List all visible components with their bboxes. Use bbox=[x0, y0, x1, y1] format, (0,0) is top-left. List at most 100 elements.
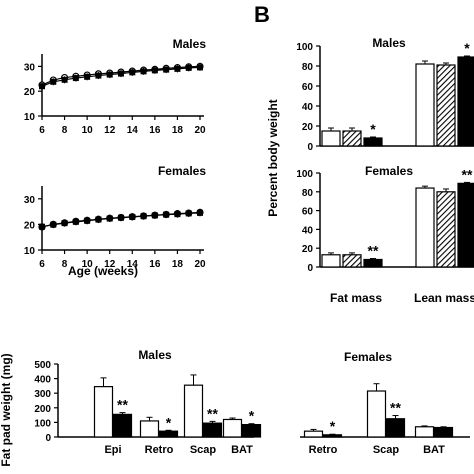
y-tick-label: 40 bbox=[302, 225, 314, 236]
y-tick-label: 20 bbox=[302, 122, 314, 133]
bar bbox=[322, 434, 343, 438]
y-tick-label: 30 bbox=[24, 62, 36, 73]
category-label: Scap bbox=[373, 444, 400, 456]
chart-title: Females bbox=[344, 350, 392, 364]
y-tick-label: 500 bbox=[34, 360, 51, 371]
growth-chart-males: 10 20 30 6 8 10 12 14 16 18 20 Males bbox=[24, 37, 206, 136]
bar bbox=[222, 418, 243, 438]
y-tick-label: 400 bbox=[34, 375, 51, 386]
y-tick-label: 10 bbox=[24, 246, 36, 257]
data-point bbox=[174, 65, 181, 72]
y-tick-label: 0 bbox=[307, 142, 313, 153]
significance-marker: * bbox=[464, 40, 470, 56]
significance-marker: * bbox=[330, 418, 336, 434]
x-tick-label: 14 bbox=[127, 125, 139, 136]
data-point bbox=[72, 218, 79, 225]
data-point bbox=[140, 213, 147, 220]
chart-title: Males bbox=[372, 36, 406, 50]
x-tick-label: 6 bbox=[39, 259, 45, 270]
data-point bbox=[140, 68, 147, 75]
data-point bbox=[185, 64, 192, 71]
y-tick-label: 60 bbox=[302, 82, 314, 93]
y-tick-label: 40 bbox=[302, 102, 314, 113]
bar bbox=[202, 422, 223, 438]
data-point bbox=[118, 214, 124, 221]
x-tick-label: 18 bbox=[172, 125, 184, 136]
y-tick-label: 10 bbox=[24, 112, 36, 123]
y-tick-label: 100 bbox=[34, 418, 51, 429]
bar bbox=[342, 130, 362, 147]
significance-marker: * bbox=[166, 414, 172, 430]
bar bbox=[366, 390, 387, 438]
x-tick-label: 8 bbox=[62, 259, 68, 270]
bar bbox=[139, 420, 160, 438]
significance-marker: ** bbox=[368, 243, 379, 259]
data-point bbox=[151, 67, 158, 74]
bar bbox=[415, 63, 435, 147]
data-point bbox=[197, 64, 203, 71]
data-point bbox=[72, 75, 79, 82]
category-label: Retro bbox=[145, 444, 174, 456]
significance-marker: ** bbox=[462, 166, 473, 182]
data-point bbox=[84, 73, 91, 80]
bar bbox=[433, 426, 454, 438]
significance-marker: * bbox=[249, 408, 255, 424]
significance-marker: ** bbox=[390, 400, 401, 416]
data-point bbox=[39, 83, 45, 90]
y-tick-label: 80 bbox=[302, 62, 314, 73]
data-point bbox=[61, 76, 68, 83]
bar bbox=[158, 430, 179, 438]
bar bbox=[342, 254, 362, 268]
significance-marker: ** bbox=[117, 397, 128, 413]
x-tick-label: 12 bbox=[104, 125, 116, 136]
data-point bbox=[129, 213, 136, 220]
composition-chart-females: 0 20 40 60 80 100 Females ** ** Percent body weig… bbox=[266, 99, 474, 305]
bar bbox=[457, 56, 474, 147]
x-tick-label: 20 bbox=[194, 259, 206, 270]
category-label: Fat mass bbox=[330, 291, 382, 305]
y-tick-label: 100 bbox=[296, 169, 313, 180]
category-label: Lean mass bbox=[414, 291, 474, 305]
data-point bbox=[106, 71, 113, 78]
data-point bbox=[95, 216, 102, 223]
x-tick-label: 10 bbox=[82, 125, 94, 136]
chart-title: Males bbox=[138, 348, 172, 362]
bar bbox=[112, 413, 133, 438]
category-label: BAT bbox=[423, 444, 445, 456]
bar bbox=[303, 430, 324, 438]
data-point bbox=[118, 70, 124, 77]
x-tick-label: 16 bbox=[149, 259, 161, 270]
bar bbox=[414, 426, 435, 438]
y-tick-label: 20 bbox=[302, 244, 314, 255]
data-point bbox=[151, 212, 158, 219]
y-tick-label: 0 bbox=[45, 433, 51, 444]
x-tick-label: 6 bbox=[39, 125, 45, 136]
data-point bbox=[106, 215, 113, 222]
chart-title: Females bbox=[365, 164, 413, 178]
bar bbox=[321, 130, 341, 147]
category-label: Epi bbox=[104, 444, 121, 456]
data-point bbox=[163, 211, 170, 218]
chart-title: Females bbox=[158, 164, 206, 178]
bar bbox=[363, 258, 383, 268]
x-tick-label: 16 bbox=[149, 125, 161, 136]
panel-label: B bbox=[254, 2, 270, 27]
composition-chart-males: 0 20 40 60 80 100 Males * * bbox=[296, 36, 474, 153]
data-point bbox=[174, 211, 181, 218]
bar bbox=[415, 187, 435, 268]
category-label: Scap bbox=[190, 444, 217, 456]
y-tick-label: 60 bbox=[302, 207, 314, 218]
data-point bbox=[50, 78, 57, 85]
bar bbox=[363, 137, 383, 147]
y-tick-label: 30 bbox=[24, 195, 36, 206]
data-point bbox=[84, 217, 91, 224]
significance-marker: ** bbox=[207, 405, 218, 421]
significance-marker: * bbox=[370, 121, 376, 137]
y-tick-label: 80 bbox=[302, 188, 314, 199]
y-tick-label: 20 bbox=[24, 220, 36, 231]
bar bbox=[241, 423, 262, 438]
